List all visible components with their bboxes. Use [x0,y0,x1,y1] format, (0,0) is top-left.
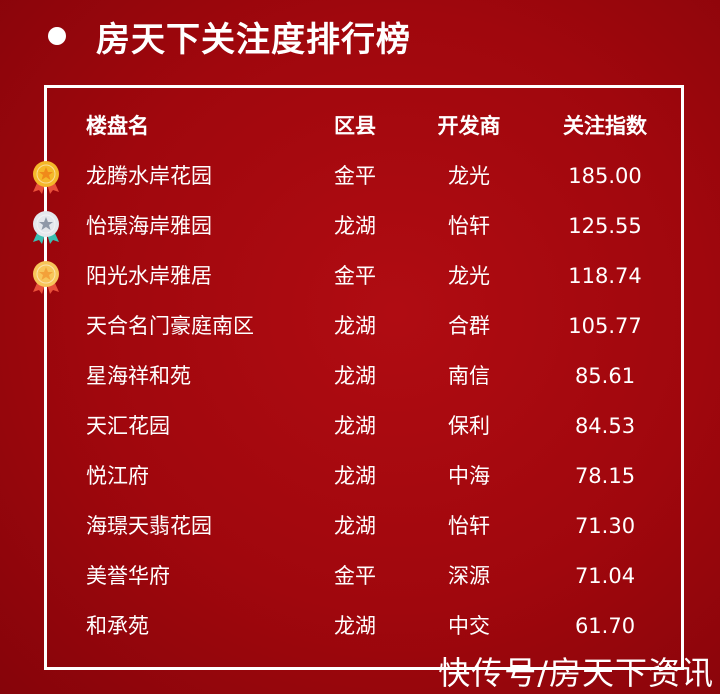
developer: 保利 [448,414,490,438]
developer: 南信 [448,364,490,388]
table-row: 星海祥和苑 龙湖 南信 85.61 [0,351,720,401]
table-row: 阳光水岸雅居 金平 龙光 118.74 [0,251,720,301]
district: 龙湖 [334,514,376,538]
property-name: 天汇花园 [86,414,170,438]
header-name: 楼盘名 [86,114,149,138]
property-name: 龙腾水岸花园 [86,164,212,188]
property-name: 星海祥和苑 [86,364,191,388]
property-name: 海璟天翡花园 [86,514,212,538]
table-row: 龙腾水岸花园 金平 龙光 185.00 [0,151,720,201]
developer: 深源 [448,564,490,588]
developer: 龙光 [448,164,490,188]
attention-index: 61.70 [574,614,636,638]
district: 金平 [334,564,376,588]
district: 龙湖 [334,214,376,238]
developer: 龙光 [448,264,490,288]
attention-index: 85.61 [574,364,636,388]
header-index: 关注指数 [563,114,647,138]
table-row: 天汇花园 龙湖 保利 84.53 [0,401,720,451]
table-row: 和承苑 龙湖 中交 61.70 [0,601,720,651]
developer: 怡轩 [448,514,490,538]
table-row: 海璟天翡花园 龙湖 怡轩 71.30 [0,501,720,551]
district: 龙湖 [334,414,376,438]
attention-index: 125.55 [568,214,642,238]
table-row: 怡璟海岸雅园 龙湖 怡轩 125.55 [0,201,720,251]
attention-index: 84.53 [574,414,636,438]
district: 龙湖 [334,614,376,638]
bullet-icon [48,27,66,45]
district: 金平 [334,264,376,288]
header-developer: 开发商 [437,114,501,138]
table-row: 悦江府 龙湖 中海 78.15 [0,451,720,501]
gold-medal-icon [33,161,59,194]
attention-index: 78.15 [574,464,636,488]
property-name: 天合名门豪庭南区 [86,314,254,338]
silver-medal-icon [33,211,59,244]
bronze-medal-icon [33,261,59,294]
property-name: 怡璟海岸雅园 [86,214,212,238]
table-row: 美誉华府 金平 深源 71.04 [0,551,720,601]
header-district: 区县 [334,114,376,138]
property-name: 美誉华府 [86,564,170,588]
ranking-frame [44,85,684,670]
page-title: 房天下关注度排行榜 [96,20,411,60]
attention-index: 118.74 [568,264,642,288]
property-name: 阳光水岸雅居 [86,264,212,288]
property-name: 悦江府 [86,464,149,488]
attention-index: 185.00 [568,164,642,188]
district: 龙湖 [334,314,376,338]
developer: 中交 [448,614,490,638]
attention-index: 105.77 [568,314,642,338]
developer: 合群 [448,314,490,338]
watermark: 快传号/房天下资讯 [438,654,714,692]
attention-index: 71.30 [574,514,636,538]
developer: 怡轩 [448,214,490,238]
district: 龙湖 [334,464,376,488]
attention-index: 71.04 [574,564,636,588]
table-header: 楼盘名 区县 开发商 关注指数 [0,101,720,151]
district: 金平 [334,164,376,188]
property-name: 和承苑 [86,614,149,638]
table-row: 天合名门豪庭南区 龙湖 合群 105.77 [0,301,720,351]
district: 龙湖 [334,364,376,388]
developer: 中海 [448,464,490,488]
